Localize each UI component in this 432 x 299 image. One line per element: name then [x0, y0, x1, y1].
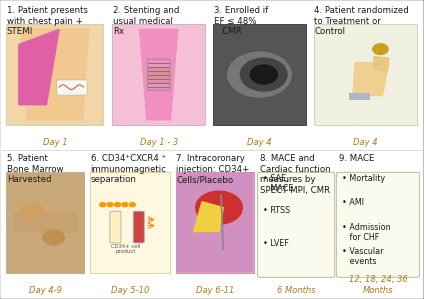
FancyBboxPatch shape	[257, 172, 335, 277]
Text: • RTSS: • RTSS	[263, 206, 290, 215]
Text: 8. MACE and
Cardiac function
measures by
SPECT MPI, CMR: 8. MACE and Cardiac function measures by…	[260, 154, 331, 195]
Circle shape	[107, 202, 113, 207]
FancyBboxPatch shape	[6, 172, 84, 273]
Circle shape	[43, 230, 64, 245]
Polygon shape	[194, 202, 223, 231]
Text: 5. Patient
Bone Marrow
Harvested: 5. Patient Bone Marrow Harvested	[7, 154, 63, 184]
Polygon shape	[140, 29, 178, 120]
FancyBboxPatch shape	[337, 172, 419, 277]
Text: Day 5-10: Day 5-10	[111, 286, 149, 295]
Text: • Mortality: • Mortality	[342, 174, 385, 183]
Text: 3. Enrolled if
EF ≤ 48%
   CMR: 3. Enrolled if EF ≤ 48% CMR	[213, 6, 268, 36]
FancyBboxPatch shape	[314, 24, 417, 125]
Circle shape	[241, 58, 287, 91]
Circle shape	[228, 52, 291, 97]
Polygon shape	[353, 62, 389, 95]
FancyBboxPatch shape	[112, 24, 205, 125]
Text: Day 4: Day 4	[353, 138, 378, 147]
Text: 6. CD34⁺CXCR4 ⁺
immunomagnetic
separation: 6. CD34⁺CXCR4 ⁺ immunomagnetic separatio…	[91, 154, 166, 184]
Text: 6 Months: 6 Months	[277, 286, 315, 295]
Text: Day 1 - 3: Day 1 - 3	[140, 138, 178, 147]
FancyBboxPatch shape	[13, 212, 77, 233]
Text: Day 1: Day 1	[42, 138, 67, 147]
FancyBboxPatch shape	[110, 211, 121, 243]
Polygon shape	[374, 57, 389, 71]
FancyBboxPatch shape	[176, 172, 254, 273]
FancyBboxPatch shape	[57, 80, 87, 95]
Text: CD34+ cell
product: CD34+ cell product	[111, 243, 141, 254]
FancyBboxPatch shape	[213, 24, 306, 125]
FancyBboxPatch shape	[177, 173, 253, 272]
Polygon shape	[19, 29, 59, 105]
Circle shape	[122, 202, 128, 207]
Text: • LVEF: • LVEF	[263, 239, 289, 248]
FancyBboxPatch shape	[349, 92, 370, 100]
Circle shape	[130, 202, 135, 207]
FancyBboxPatch shape	[90, 172, 170, 273]
FancyBboxPatch shape	[6, 24, 103, 125]
Text: • Vascular
   events: • Vascular events	[342, 247, 383, 266]
Polygon shape	[148, 67, 169, 82]
Circle shape	[100, 202, 106, 207]
Circle shape	[22, 203, 43, 218]
Circle shape	[250, 65, 277, 84]
Circle shape	[373, 44, 388, 54]
Text: • SAE,
   MACE: • SAE, MACE	[263, 174, 293, 193]
FancyBboxPatch shape	[133, 211, 144, 243]
Text: 9. MACE: 9. MACE	[339, 154, 375, 163]
Text: 1. Patient presents
with chest pain +
STEMI: 1. Patient presents with chest pain + ST…	[7, 6, 88, 36]
Text: • AMI: • AMI	[342, 198, 364, 207]
Text: Day 4-9: Day 4-9	[29, 286, 62, 295]
Circle shape	[114, 202, 121, 207]
Text: Day 6-11: Day 6-11	[196, 286, 234, 295]
Circle shape	[196, 191, 242, 224]
Text: 12, 18, 24, 36
Months: 12, 18, 24, 36 Months	[349, 275, 407, 295]
Text: 4. Patient randomized
to Treatment or
Control: 4. Patient randomized to Treatment or Co…	[314, 6, 409, 36]
Text: 2. Stenting and
usual medical
Rx: 2. Stenting and usual medical Rx	[113, 6, 179, 36]
Text: 7. Intracoronary
injection: CD34+
Cells/Placebo: 7. Intracoronary injection: CD34+ Cells/…	[176, 154, 250, 184]
Text: • Admission
   for CHF: • Admission for CHF	[342, 222, 391, 242]
Text: Day 4: Day 4	[247, 138, 272, 147]
Polygon shape	[21, 29, 89, 120]
